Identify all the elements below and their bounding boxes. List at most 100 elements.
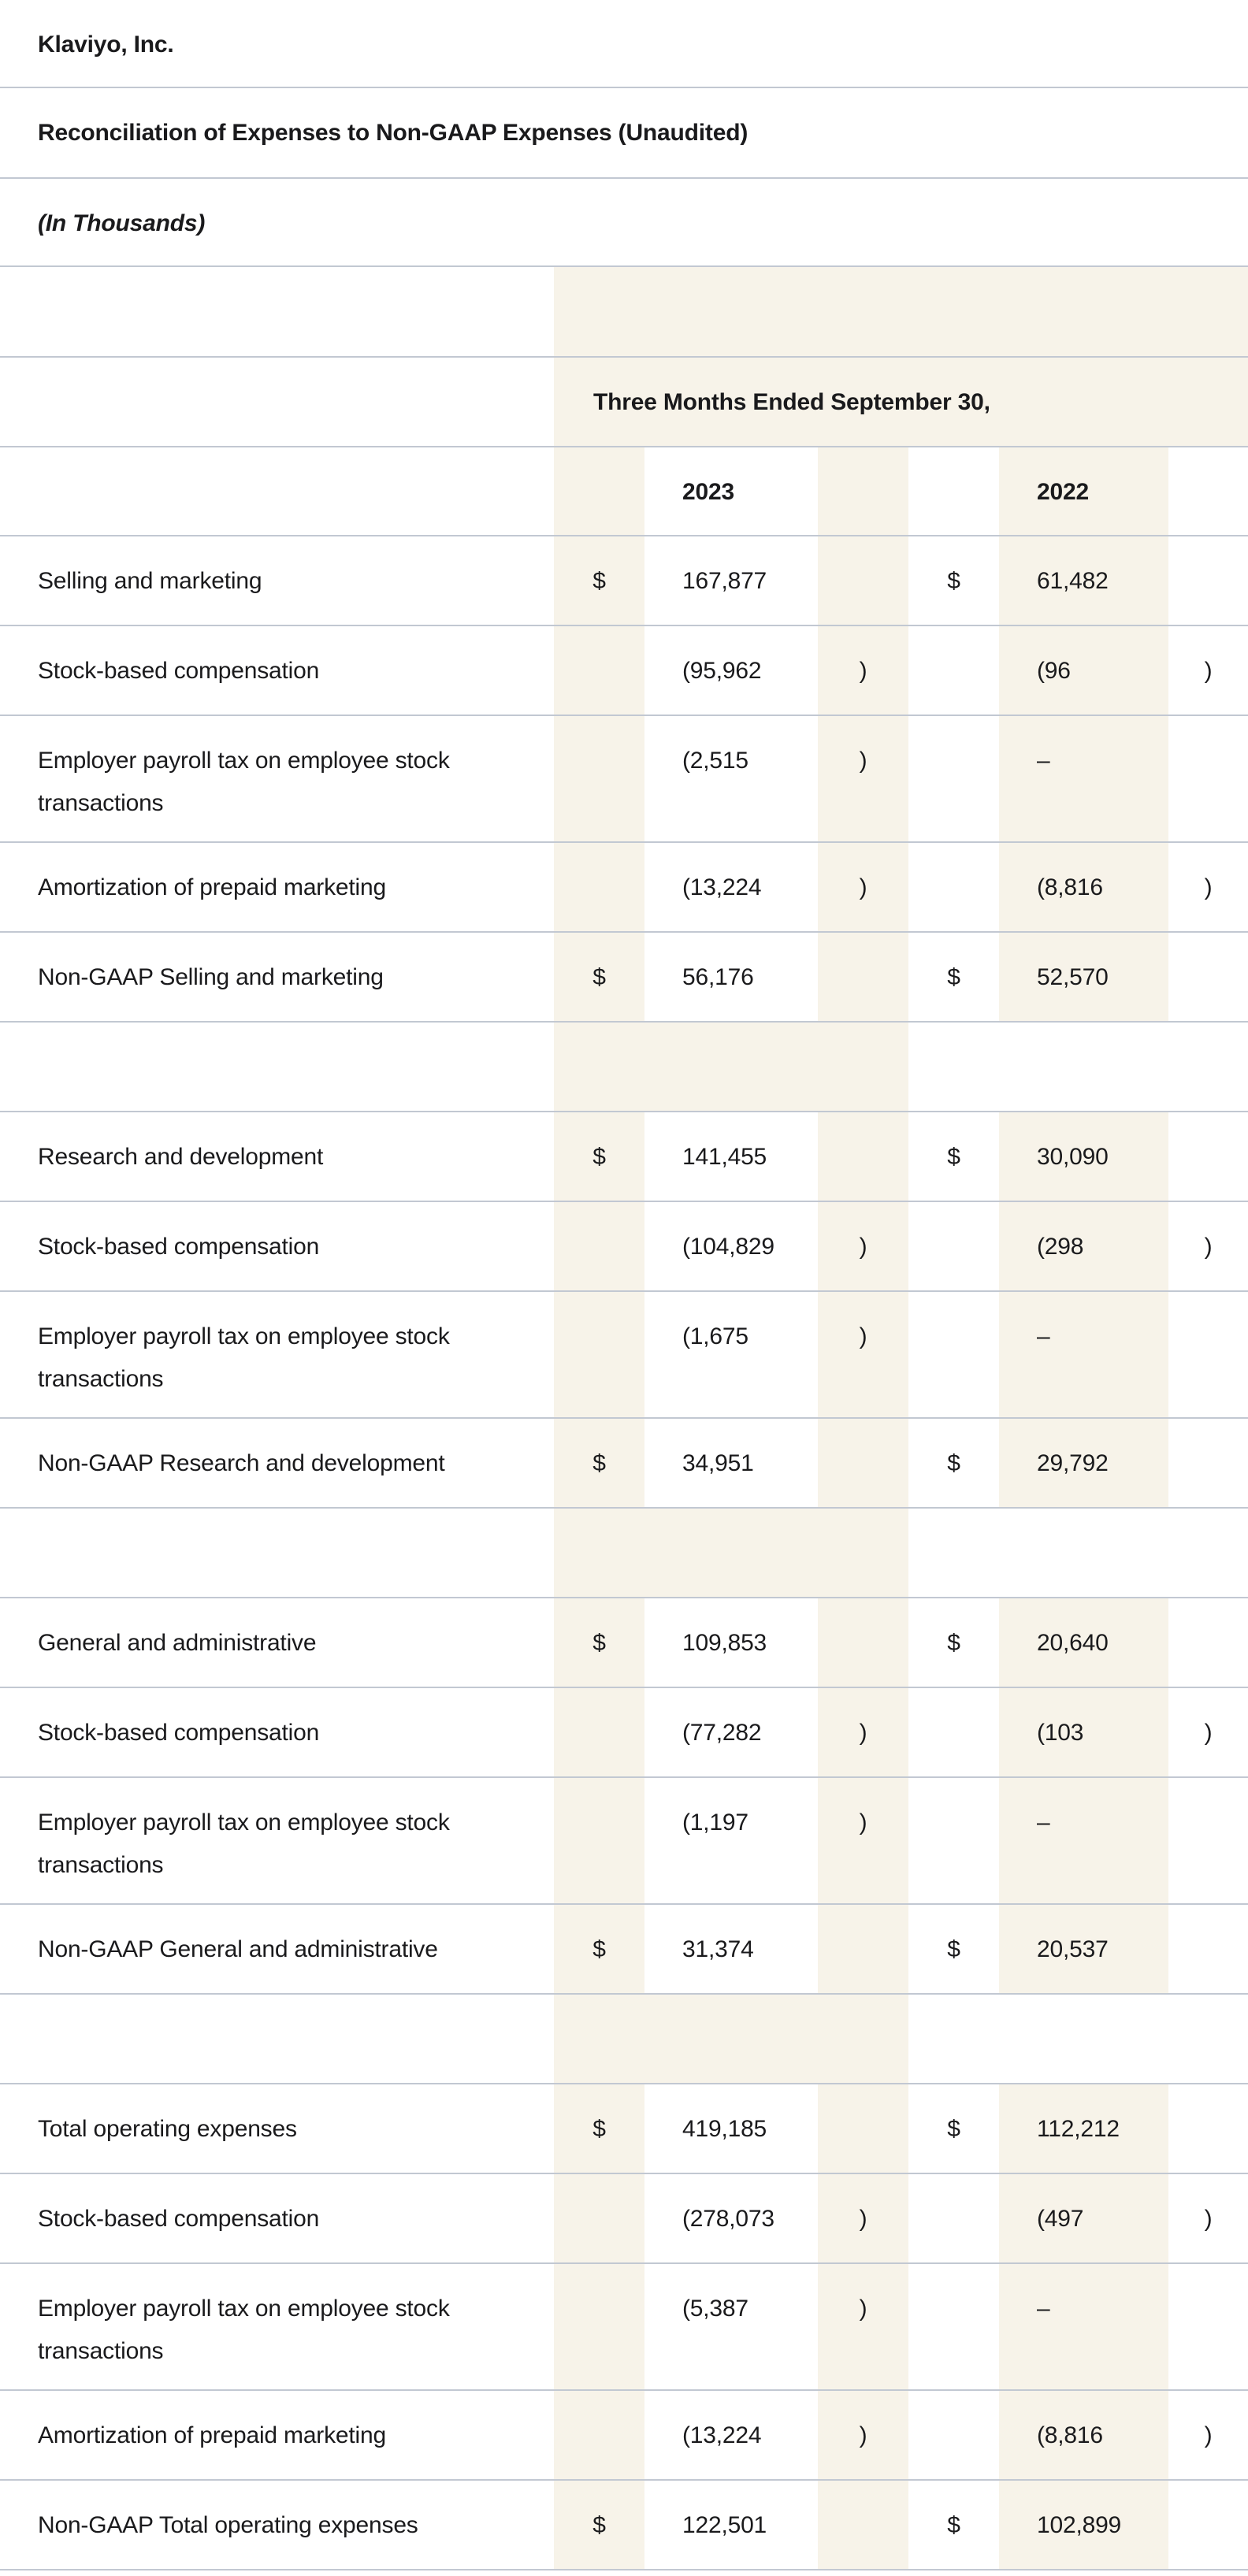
row-label: Non-GAAP Total operating expenses — [38, 2512, 418, 2538]
value-2023: (1,197 — [682, 1810, 748, 1835]
column-header-2023: 2023 — [682, 479, 734, 505]
close-paren-2022 — [1168, 1112, 1248, 1201]
row-label: Amortization of prepaid marketing — [38, 2422, 386, 2448]
value-2022: (8,816 — [999, 2391, 1168, 2479]
table-row: Selling and marketing $ 167,877 $ 61,482 — [0, 536, 1248, 626]
value-2023: (1,675 — [682, 1323, 748, 1349]
close-paren-2022: ) — [1204, 2206, 1213, 2232]
close-paren-2023: ) — [818, 1778, 908, 1903]
dollar-sign-2022: $ — [947, 2116, 960, 2142]
close-paren-2022: ) — [1204, 1720, 1213, 1746]
empty-cell — [908, 1023, 1248, 1111]
row-label: Stock-based compensation — [38, 1234, 320, 1260]
dollar-sign-2023 — [554, 626, 644, 715]
dollar-sign-2022 — [908, 716, 999, 841]
dollar-sign-2023 — [554, 716, 644, 841]
dollar-sign-2022 — [908, 1292, 999, 1417]
table-row: Research and development $ 141,455 $ 30,… — [0, 1112, 1248, 1202]
dollar-sign-2023: $ — [554, 1112, 644, 1201]
close-paren-2022 — [1168, 1778, 1248, 1903]
dollar-sign-2022 — [908, 626, 999, 715]
table-row: Klaviyo, Inc. — [0, 0, 1248, 88]
close-paren-2023: ) — [818, 2174, 908, 2262]
dollar-sign-2022: $ — [947, 568, 960, 594]
table-row-spacer — [0, 1509, 1248, 1598]
close-paren-2022 — [1168, 2481, 1248, 2569]
value-2023: 34,951 — [682, 1450, 754, 1476]
table-row: Stock-based compensation (278,073 ) (497… — [0, 2174, 1248, 2264]
value-2022: (96 — [999, 626, 1168, 715]
close-paren-2022 — [1168, 1598, 1248, 1687]
row-label: Selling and marketing — [38, 568, 262, 594]
table-row-spacer — [0, 1995, 1248, 2084]
dollar-sign-2022: $ — [947, 1450, 960, 1476]
row-label: General and administrative — [38, 1630, 317, 1656]
empty-cell — [554, 1995, 908, 2083]
close-paren-2023: ) — [818, 843, 908, 931]
table-row: Non-GAAP General and administrative $ 31… — [0, 1905, 1248, 1995]
table-row: Employer payroll tax on employee stock t… — [0, 1778, 1248, 1905]
value-2023: 109,853 — [682, 1630, 767, 1656]
value-2022: 102,899 — [999, 2481, 1168, 2569]
dollar-sign-2022: $ — [947, 1630, 960, 1656]
value-2023: (13,224 — [682, 2422, 762, 2448]
table-row-spacer — [0, 1023, 1248, 1112]
dollar-sign-2023: $ — [554, 2084, 644, 2173]
value-2022: (8,816 — [999, 843, 1168, 931]
value-2022: (298 — [999, 1202, 1168, 1290]
row-label: Employer payroll tax on employee stock t… — [38, 1810, 450, 1878]
close-paren-2023 — [818, 1905, 908, 1993]
close-paren-2022 — [1168, 2084, 1248, 2173]
company-name: Klaviyo, Inc. — [38, 32, 174, 58]
dollar-sign-2022 — [908, 2264, 999, 2389]
row-label: Amortization of prepaid marketing — [38, 874, 386, 900]
table-row: Non-GAAP Total operating expenses $ 122,… — [0, 2481, 1248, 2570]
row-label: Non-GAAP Research and development — [38, 1450, 445, 1476]
dollar-sign-2023: $ — [554, 1598, 644, 1687]
empty-cell — [554, 1509, 908, 1597]
row-label: Research and development — [38, 1144, 324, 1170]
close-paren-2023 — [818, 536, 908, 625]
table-row: Amortization of prepaid marketing (13,22… — [0, 843, 1248, 933]
value-2023: (77,282 — [682, 1720, 762, 1746]
table-row: Stock-based compensation (77,282 ) (103 … — [0, 1688, 1248, 1778]
value-2023: 56,176 — [682, 964, 754, 990]
close-paren-2023 — [818, 2084, 908, 2173]
dollar-sign-2022 — [908, 1202, 999, 1290]
dollar-sign-2022: $ — [947, 2512, 960, 2538]
value-2023: (95,962 — [682, 658, 762, 684]
value-2023: 167,877 — [682, 568, 767, 594]
close-paren-2022 — [1168, 536, 1248, 625]
table-row: Stock-based compensation (95,962 ) (96 ) — [0, 626, 1248, 716]
row-label: Employer payroll tax on employee stock t… — [38, 2296, 450, 2364]
value-2022: 52,570 — [999, 933, 1168, 1021]
row-label: Employer payroll tax on employee stock t… — [38, 1323, 450, 1392]
value-2022: – — [999, 1778, 1168, 1903]
empty-cell — [908, 1995, 1248, 2083]
table-row: Non-GAAP Selling and marketing $ 56,176 … — [0, 933, 1248, 1023]
value-2022: – — [999, 2264, 1168, 2389]
column-header-2022: 2022 — [999, 447, 1168, 535]
table-row-spacer — [0, 267, 1248, 358]
close-paren-2022 — [1168, 1419, 1248, 1507]
table-row: Total operating expenses $ 419,185 $ 112… — [0, 2084, 1248, 2174]
close-paren-2023: ) — [818, 2264, 908, 2389]
close-paren-2023 — [818, 1598, 908, 1687]
dollar-sign-2023 — [554, 1688, 644, 1776]
row-label: Stock-based compensation — [38, 2206, 320, 2232]
dollar-sign-2022 — [908, 2174, 999, 2262]
dollar-sign-2022 — [908, 1688, 999, 1776]
dollar-sign-2023: $ — [554, 2481, 644, 2569]
table-row-period-header: Three Months Ended September 30, — [0, 358, 1248, 447]
empty-cell — [818, 447, 908, 535]
table-row: Stock-based compensation (104,829 ) (298… — [0, 1202, 1248, 1292]
dollar-sign-2023 — [554, 843, 644, 931]
table-row: Reconciliation of Expenses to Non-GAAP E… — [0, 88, 1248, 179]
value-2023: (5,387 — [682, 2296, 748, 2322]
value-2022: (497 — [999, 2174, 1168, 2262]
table-row: Employer payroll tax on employee stock t… — [0, 1292, 1248, 1419]
close-paren-2022: ) — [1204, 2422, 1213, 2448]
close-paren-2023 — [818, 1112, 908, 1201]
dollar-sign-2023 — [554, 2391, 644, 2479]
